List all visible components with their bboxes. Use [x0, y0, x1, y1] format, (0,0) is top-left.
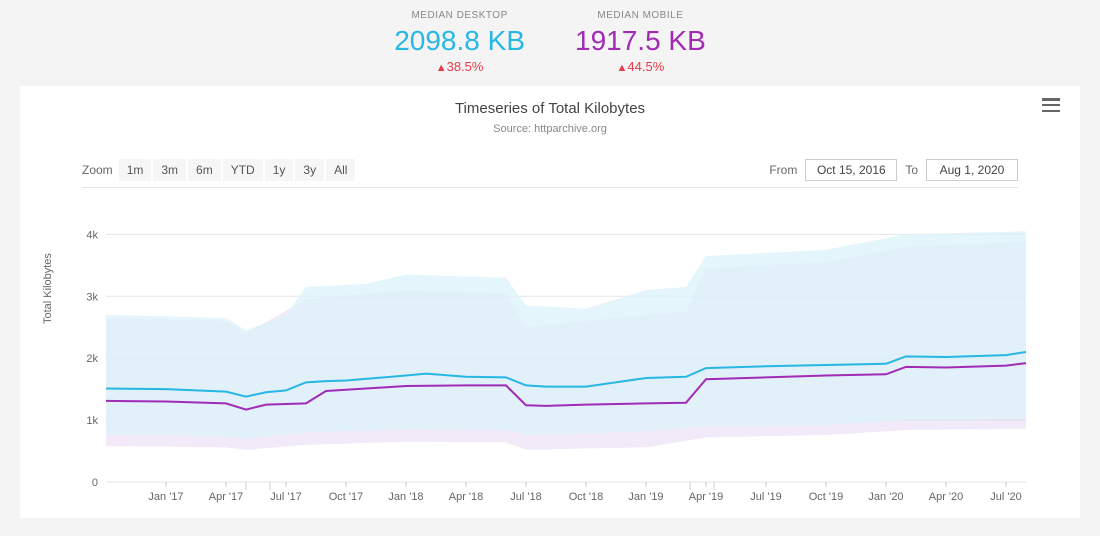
zoom-button-ytd[interactable]: YTD: [223, 159, 263, 181]
svg-text:2k: 2k: [86, 353, 98, 365]
svg-text:Jan '18: Jan '18: [388, 491, 423, 503]
chart-subtitle: Source: httparchive.org: [34, 123, 1066, 135]
stat-desktop-delta: ▲38.5%: [394, 59, 525, 74]
svg-text:1k: 1k: [86, 415, 98, 427]
svg-text:Jan '17: Jan '17: [148, 491, 183, 503]
svg-text:Oct '18: Oct '18: [569, 491, 604, 503]
zoom-button-1y[interactable]: 1y: [265, 159, 294, 181]
to-label: To: [905, 163, 918, 177]
svg-text:Jan '19: Jan '19: [628, 491, 663, 503]
zoom-button-3m[interactable]: 3m: [153, 159, 186, 181]
svg-text:Jul '18: Jul '18: [510, 491, 541, 503]
from-label: From: [769, 163, 797, 177]
svg-text:Jul '20: Jul '20: [990, 491, 1021, 503]
timeseries-chart[interactable]: 0 1k 2k 3k 4k Jan '17 Apr '17 Jul '17 Oct '17 Jan…: [54, 218, 1034, 508]
from-date-input[interactable]: [805, 159, 897, 181]
svg-text:Oct '17: Oct '17: [329, 491, 364, 503]
svg-text:Jan '20: Jan '20: [868, 491, 903, 503]
stat-desktop: MEDIAN DESKTOP 2098.8 KB ▲38.5%: [394, 10, 525, 74]
chart-card: Timeseries of Total Kilobytes Source: ht…: [20, 86, 1080, 518]
svg-text:Apr '18: Apr '18: [449, 491, 484, 503]
to-date-input[interactable]: [926, 159, 1018, 181]
zoom-group: Zoom 1m3m6mYTD1y3yAll: [82, 159, 355, 181]
stat-mobile-label: MEDIAN MOBILE: [575, 10, 706, 21]
svg-text:Apr '20: Apr '20: [929, 491, 964, 503]
y-axis-title: Total Kilobytes: [42, 253, 54, 324]
chart-controls: Zoom 1m3m6mYTD1y3yAll From To: [82, 159, 1018, 188]
up-triangle-icon: ▲: [436, 62, 447, 74]
stat-mobile-delta: ▲44.5%: [575, 59, 706, 74]
range-group: From To: [769, 159, 1018, 181]
chart-title: Timeseries of Total Kilobytes: [34, 100, 1066, 117]
chart-menu-icon[interactable]: [1042, 98, 1060, 112]
svg-text:Apr '17: Apr '17: [209, 491, 244, 503]
up-triangle-icon: ▲: [617, 62, 628, 74]
stat-mobile-value: 1917.5 KB: [575, 25, 706, 57]
zoom-button-1m[interactable]: 1m: [119, 159, 152, 181]
plot-area: Total Kilobytes 01k2k3k4kJan '17Apr '17J…: [54, 218, 1046, 518]
stat-desktop-label: MEDIAN DESKTOP: [394, 10, 525, 21]
svg-text:0: 0: [92, 477, 98, 489]
svg-text:Jul '17: Jul '17: [270, 491, 301, 503]
zoom-button-all[interactable]: All: [326, 159, 355, 181]
zoom-button-6m[interactable]: 6m: [188, 159, 221, 181]
zoom-button-3y[interactable]: 3y: [295, 159, 324, 181]
stat-desktop-value: 2098.8 KB: [394, 25, 525, 57]
header-stats: MEDIAN DESKTOP 2098.8 KB ▲38.5% MEDIAN M…: [0, 0, 1100, 78]
svg-text:3k: 3k: [86, 291, 98, 303]
zoom-label: Zoom: [82, 163, 113, 177]
stat-mobile: MEDIAN MOBILE 1917.5 KB ▲44.5%: [575, 10, 706, 74]
svg-text:Jul '19: Jul '19: [750, 491, 781, 503]
svg-text:4k: 4k: [86, 229, 98, 241]
svg-text:Oct '19: Oct '19: [809, 491, 844, 503]
svg-text:Apr '19: Apr '19: [689, 491, 724, 503]
